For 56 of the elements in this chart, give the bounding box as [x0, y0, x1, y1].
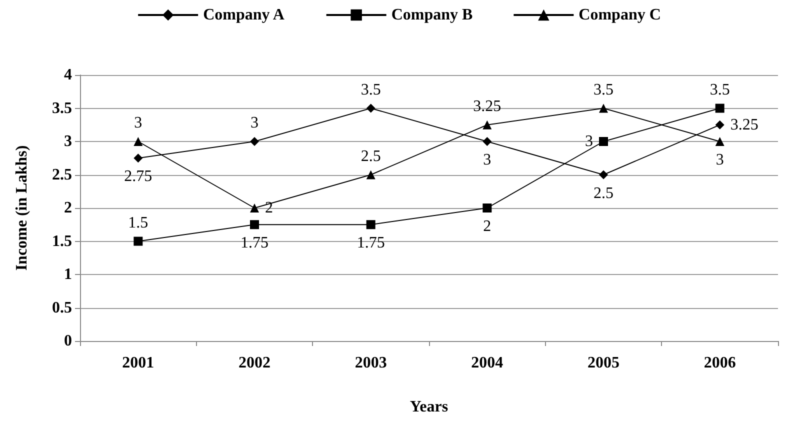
data-label: 3 — [250, 114, 258, 132]
y-tick-label: 1.5 — [52, 232, 72, 250]
y-tick-label: 2.5 — [52, 166, 72, 184]
point — [134, 236, 143, 246]
data-label: 3.5 — [360, 81, 381, 98]
point — [134, 154, 143, 163]
data-label: 3.25 — [730, 116, 758, 134]
legend-label: Company C — [578, 6, 661, 24]
y-tick-label: 4 — [64, 66, 72, 84]
x-tick-label: 2005 — [588, 354, 620, 372]
data-label: 3.25 — [473, 98, 502, 115]
x-tick-label: 2004 — [471, 354, 504, 372]
y-tick-label: 3.5 — [52, 100, 72, 117]
x-axis-title: Years — [410, 398, 448, 416]
y-tick-label: 3 — [64, 133, 72, 150]
data-label: 2 — [483, 218, 492, 235]
legend-label: Company B — [391, 6, 474, 24]
y-tick-label: 1 — [64, 266, 72, 283]
data-label: 3 — [483, 152, 492, 168]
data-label: 3.5 — [710, 81, 730, 98]
y-axis-title: Income (in Lakhs) — [14, 145, 30, 271]
data-label: 3 — [585, 133, 593, 150]
x-tick-label: 2006 — [704, 354, 736, 372]
y-tick-label: 2 — [64, 200, 72, 216]
point — [715, 137, 724, 146]
legend-label: Company A — [203, 6, 285, 24]
point — [715, 120, 724, 130]
y-tick-label: 0 — [64, 332, 72, 350]
point — [366, 104, 376, 113]
point — [250, 204, 259, 212]
point — [715, 104, 724, 113]
data-label: 2 — [265, 200, 273, 216]
data-label: 1.75 — [356, 234, 385, 252]
x-tick-label: 2003 — [354, 354, 387, 372]
data-label: 2.5 — [360, 148, 381, 165]
point — [366, 220, 376, 230]
data-label: 1.5 — [128, 214, 148, 232]
x-tick-label: 2001 — [122, 354, 154, 372]
point — [482, 120, 492, 130]
data-label: 1.75 — [240, 234, 268, 252]
point — [599, 170, 608, 180]
point — [482, 137, 492, 146]
point — [134, 137, 143, 146]
data-label: 2.5 — [594, 184, 614, 202]
data-label: 2.75 — [124, 168, 152, 186]
point — [366, 170, 376, 180]
data-label: 3 — [134, 114, 142, 132]
point — [250, 220, 259, 230]
point — [250, 137, 259, 146]
point — [599, 137, 608, 146]
x-tick-label: 2002 — [238, 354, 270, 372]
data-label: 3.5 — [594, 81, 614, 98]
y-tick-label: 0.5 — [52, 299, 72, 316]
point — [599, 104, 608, 113]
data-label: 3 — [716, 152, 724, 168]
point — [482, 204, 492, 212]
